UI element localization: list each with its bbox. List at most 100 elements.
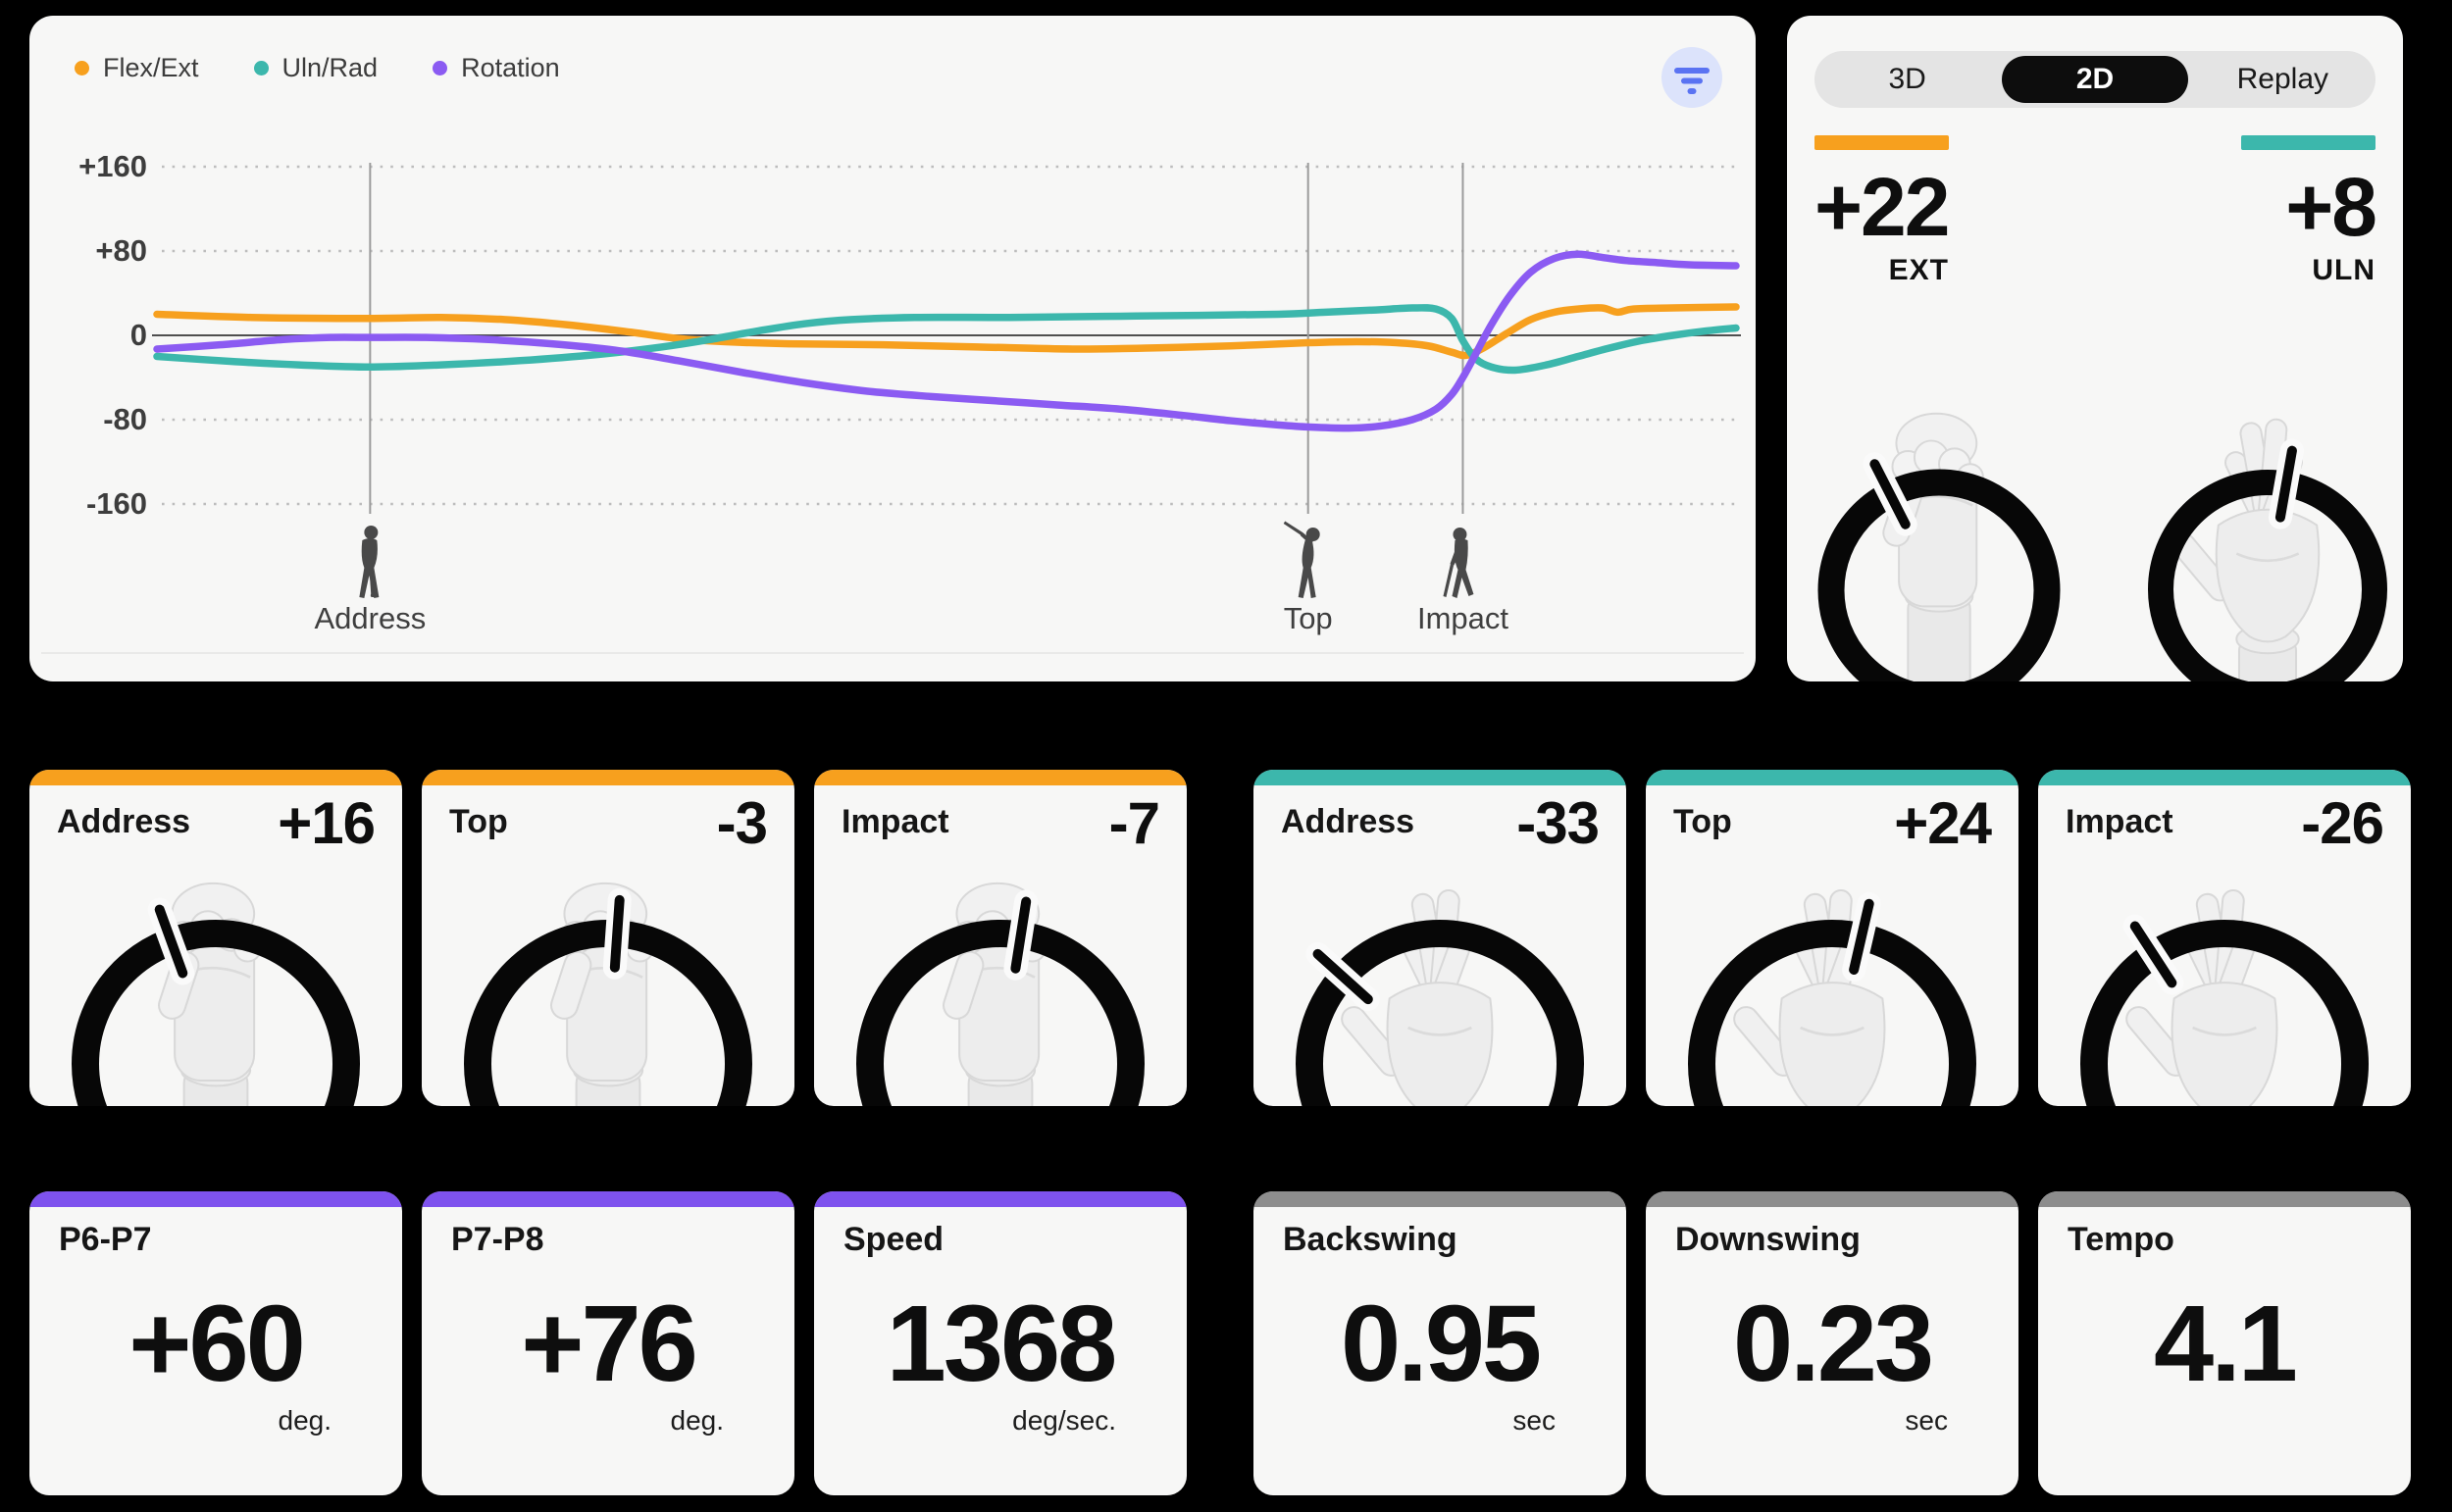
card-accent-bar [2038,1191,2411,1207]
wrist-angle-value: -26 [2301,790,2384,856]
angle-ring [1817,469,2061,681]
wrist-angle-card: Impact -26 [2038,770,2411,1106]
swing-metric-card: Downswing 0.23 sec [1646,1191,2018,1495]
metric-value: 1368 [886,1284,1118,1404]
metric-unit: deg/sec. [1012,1405,1116,1436]
swing-metric-card: P6-P7 +60 deg. [29,1191,402,1495]
metric-value: +76 [521,1284,698,1404]
swing-position-label: Impact [842,803,949,840]
swing-metric-card: P7-P8 +76 deg. [422,1191,794,1495]
fist-hand-icon [1882,412,1984,681]
angle-marker-tick [2268,438,2304,529]
current-angle-stats: +22 EXT +8 ULN [1814,135,2377,287]
card-accent-bar [422,770,794,785]
metric-unit: sec [1905,1405,1948,1436]
legend-item[interactable]: Rotation [433,53,560,83]
legend-label: Rotation [461,53,560,82]
wrist-angle-chart: +160 +80 0 -80 -160 Address Top Impact [78,149,1741,635]
card-accent-bar [1253,1191,1626,1207]
wrist-ring-graphic [2080,888,2369,1106]
legend-dot-icon [253,61,269,76]
card-accent-bar [1646,1191,2018,1207]
card-accent-bar [2038,770,2411,785]
metric-label: Speed [843,1221,945,1258]
filter-icon [1674,68,1710,94]
legend-item[interactable]: Uln/Rad [253,53,379,83]
wrist-3d-hands [1817,412,2387,681]
swing-position-label: Top [1673,803,1732,840]
wrist-ring-graphic [464,882,752,1106]
y-axis-tick-label: +80 [95,233,147,268]
angle-ring [72,920,360,1106]
uln-rad-stat-bar [2241,135,2375,150]
angle-ring [1688,920,1976,1106]
filter-button[interactable] [1661,47,1722,108]
angle-marker-tick [1842,891,1881,983]
wrist-angle-chart-card: Flex/Ext Uln/Rad Rotation +160 +80 0 -80 -160 A… [29,16,1756,681]
metric-unit: deg. [670,1405,725,1436]
angle-ring [1296,920,1584,1106]
swing-position-label: Address [1281,803,1415,840]
fist-hand-icon [550,882,654,1106]
wrist-angle-value: +16 [278,790,376,856]
view-mode-toggle: 3D 2D Replay [1814,51,2375,108]
angle-ring [2148,470,2387,681]
wrist-angle-value: +24 [1894,790,1992,856]
metric-value: 0.95 [1340,1284,1542,1404]
legend-item[interactable]: Flex/Ext [75,53,199,83]
flex-ext-stat-value: +22 [1814,161,1951,253]
golfer-address-icon [359,526,380,598]
metric-label: P6-P7 [59,1221,152,1258]
flex-ext-current-stat: +22 EXT [1814,135,1951,287]
uln-rad-stat-value: +8 [2285,161,2377,253]
y-axis-tick-label: -160 [86,486,147,521]
metric-label: P7-P8 [451,1221,544,1258]
angle-ring [856,920,1145,1106]
event-marker-label: Impact [1417,601,1508,635]
view-tab-2d[interactable]: 2D [2002,56,2188,103]
wrist-ring-graphic [72,882,360,1106]
chart-legend: Flex/Ext Uln/Rad Rotation [75,53,560,83]
angle-marker-tick [1003,889,1039,981]
angle-marker-tick [2122,914,2184,995]
series-uln-rad [153,304,1740,375]
chart-bottom-divider [41,652,1744,654]
card-head: Address +16 [57,790,376,856]
view-tab-replay[interactable]: Replay [2190,51,2375,108]
live-view-card: 3D 2D Replay +22 EXT +8 ULN [1787,16,2403,681]
card-accent-bar [422,1191,794,1207]
metric-unit: deg. [278,1405,332,1436]
angle-marker-tick [602,887,632,980]
metric-value: 0.23 [1732,1284,1934,1404]
wrist-angle-value: -3 [716,790,768,856]
card-accent-bar [1253,770,1626,785]
metric-label: Backswing [1283,1221,1457,1258]
wrist-angle-value: -33 [1516,790,1600,856]
swing-metric-card: Tempo 4.1 [2038,1191,2411,1495]
wrist-angle-card: Top -3 [422,770,794,1106]
wrist-ring-graphic [856,882,1145,1106]
card-accent-bar [814,770,1187,785]
wrist-angle-card: Impact -7 [814,770,1187,1106]
angle-marker-tick [147,897,195,985]
card-head: Top -3 [449,790,768,856]
metric-value: 4.1 [2154,1284,2298,1404]
wrist-ring-graphic [1296,888,1584,1106]
swing-metric-card: Speed 1368 deg/sec. [814,1191,1187,1495]
swing-position-label: Top [449,803,508,840]
view-tab-3d[interactable]: 3D [1814,51,2000,108]
metric-unit: sec [1512,1405,1556,1436]
legend-dot-icon [75,61,89,76]
golfer-top-icon [1283,521,1320,598]
angle-marker-tick [1863,452,1917,536]
wrist-ring-graphic [1688,888,1976,1106]
swing-position-label: Address [57,803,191,840]
event-marker-label: Top [1284,601,1333,635]
angle-ring [2080,920,2369,1106]
series-rotation [153,250,1740,432]
legend-label: Uln/Rad [281,53,379,82]
y-axis-tick-label: 0 [130,318,147,352]
event-marker-label: Address [314,601,426,635]
swing-position-label: Impact [2066,803,2173,840]
